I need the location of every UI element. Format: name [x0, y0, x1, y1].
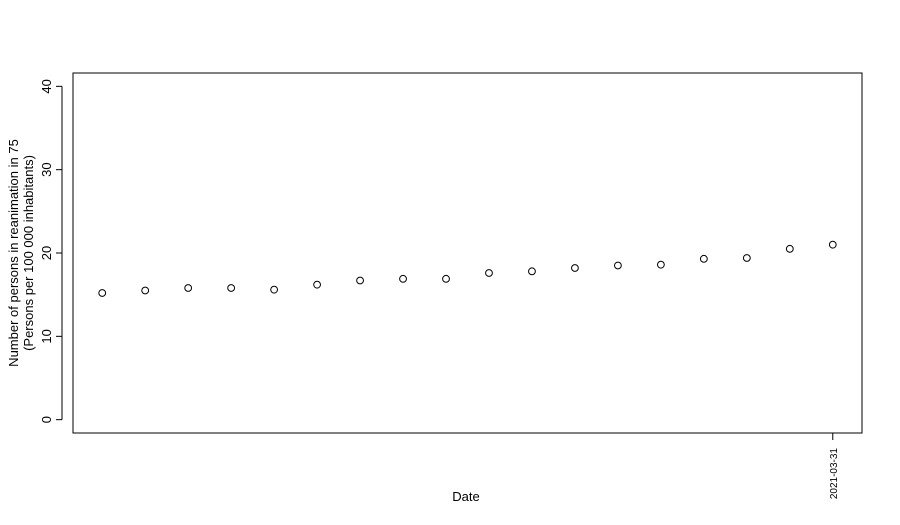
point: [571, 264, 579, 272]
x-axis-label: Date: [452, 489, 479, 504]
point: [442, 274, 450, 283]
point: [699, 254, 708, 263]
point: [785, 244, 794, 253]
y-tick-label: 40: [39, 79, 54, 93]
y-tick-label: 0: [39, 416, 54, 423]
point: [270, 285, 279, 294]
point: [356, 276, 364, 285]
point: [828, 240, 837, 249]
y-tick-label: 30: [39, 162, 54, 176]
plot-box: [72, 72, 863, 434]
point: [614, 261, 622, 270]
y-axis-label: Number of persons in reanimation in 75: [6, 139, 21, 367]
y-axis-label: (Persons per 100 000 inhabitants): [21, 155, 36, 351]
x-tick-label: 2021-03-31: [829, 448, 840, 500]
point: [227, 284, 236, 292]
point: [528, 267, 536, 276]
point: [656, 260, 665, 269]
point: [485, 269, 493, 277]
point: [98, 289, 107, 297]
y-tick-label: 10: [39, 329, 54, 343]
point: [313, 280, 321, 289]
point: [141, 286, 150, 295]
point: [399, 274, 407, 283]
point: [742, 254, 751, 262]
y-tick-label: 20: [39, 246, 54, 260]
point: [184, 284, 193, 292]
